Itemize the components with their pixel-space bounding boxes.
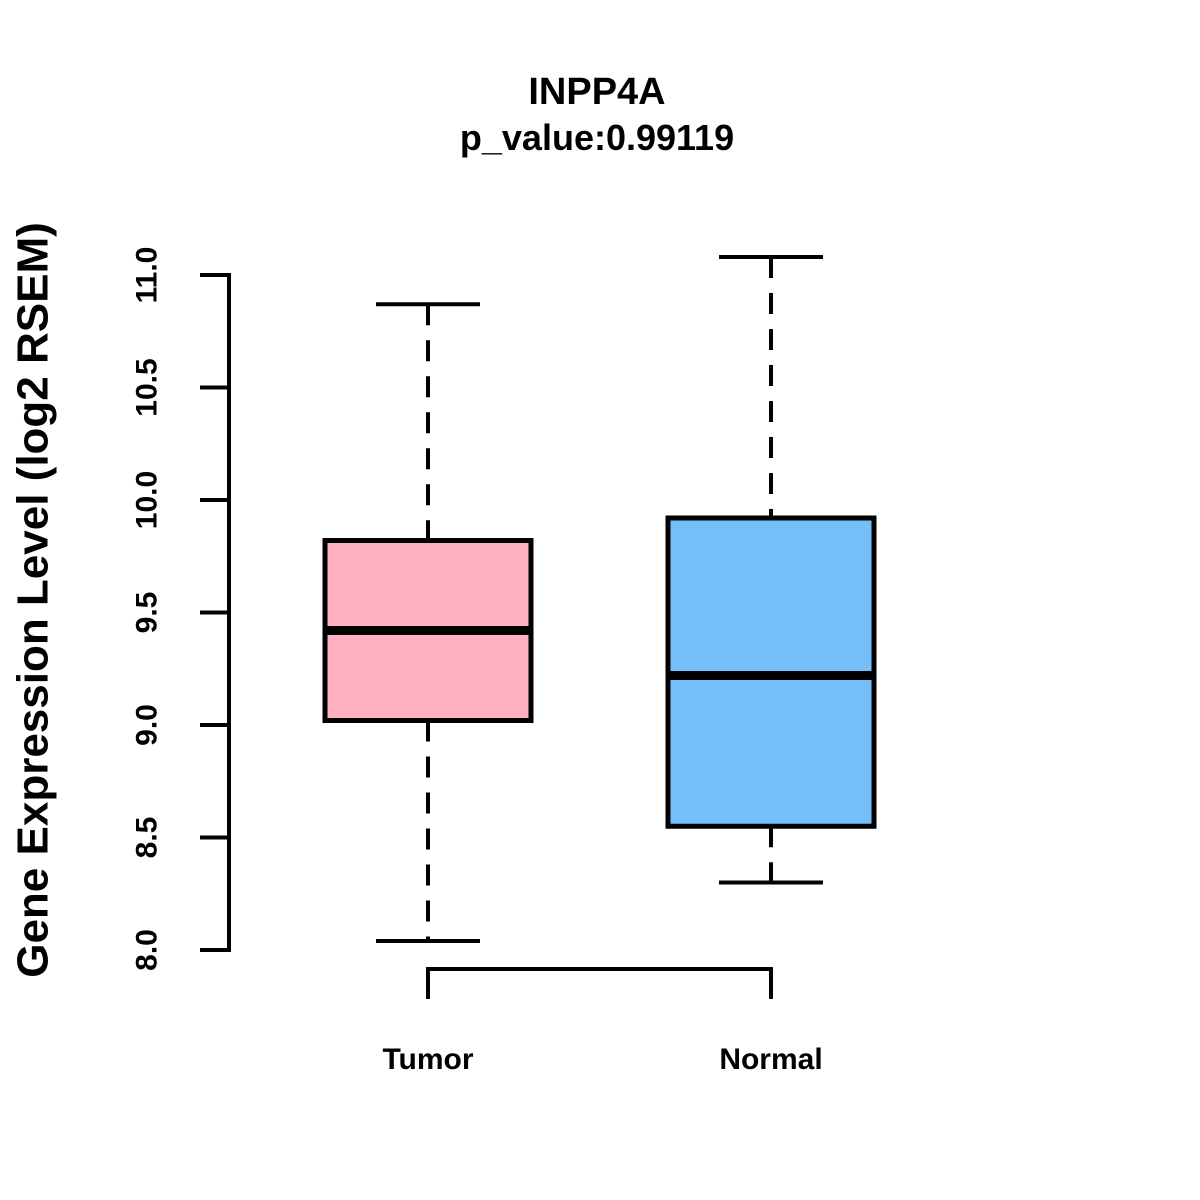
- y-axis-label: Gene Expression Level (log2 RSEM): [9, 222, 58, 978]
- y-tick-label: 8.5: [131, 817, 164, 859]
- y-tick-label: 9.5: [131, 592, 164, 634]
- y-tick-label: 10.5: [131, 358, 164, 416]
- chart-subtitle-pvalue: p_value:0.99119: [460, 117, 734, 158]
- x-tick-label-normal: Normal: [719, 1043, 822, 1076]
- y-tick-label: 8.0: [131, 929, 164, 971]
- y-tick-label: 10.0: [131, 471, 164, 529]
- x-tick-label-tumor: Tumor: [382, 1043, 473, 1076]
- chart-title: INPP4A: [528, 71, 665, 113]
- y-tick-label: 11.0: [131, 247, 164, 304]
- plot-area: 8.0 8.5 9.0 9.5 10.0 10.5 11.0 Tumor Normal: [131, 247, 877, 1076]
- x-axis-bracket: [426, 967, 773, 999]
- y-tick-label: 9.0: [131, 704, 164, 746]
